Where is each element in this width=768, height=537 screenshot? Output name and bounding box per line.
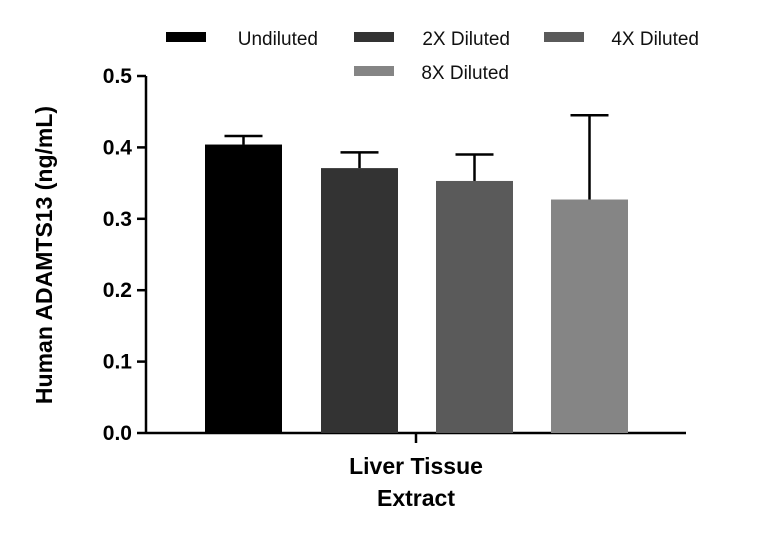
bar-2x-diluted	[321, 168, 398, 433]
legend-swatch-8x-diluted	[354, 66, 394, 76]
y-tick-label: 0.2	[103, 279, 132, 302]
legend-label-undiluted: Undiluted	[238, 29, 318, 50]
bar-8x-diluted	[551, 199, 628, 433]
legend-label-2x-diluted: 2X Diluted	[422, 29, 510, 50]
legend: Undiluted 2X Diluted 4X Diluted 8X Diluted	[166, 29, 699, 84]
legend-label-4x-diluted: 4X Diluted	[611, 29, 699, 50]
y-tick-label: 0.3	[103, 208, 132, 231]
legend-swatch-undiluted	[166, 32, 206, 42]
x-category-label-line: Extract	[377, 485, 455, 511]
y-axis: 0.0 0.1 0.2 0.3 0.4 0.5	[103, 65, 148, 445]
bars	[205, 144, 628, 433]
x-axis	[146, 431, 686, 443]
bar-undiluted	[205, 144, 282, 433]
bar-4x-diluted	[436, 180, 513, 433]
y-tick-label: 0.4	[103, 136, 133, 159]
legend-swatch-4x-diluted	[544, 32, 584, 42]
x-category-label: Liver Tissue Extract	[349, 453, 483, 511]
error-bars	[224, 114, 609, 200]
y-tick-label: 0.1	[103, 351, 133, 374]
x-category-label-line: Liver Tissue	[349, 453, 483, 479]
y-tick-label: 0.5	[103, 65, 133, 88]
legend-label-8x-diluted: 8X Diluted	[421, 63, 509, 84]
y-tick-label: 0.0	[103, 422, 132, 445]
legend-swatch-2x-diluted	[354, 32, 394, 42]
y-axis-title: Human ADAMTS13 (ng/mL)	[31, 106, 57, 404]
